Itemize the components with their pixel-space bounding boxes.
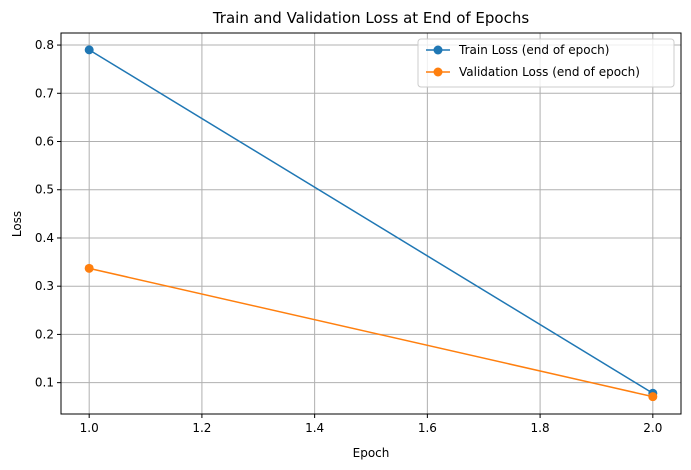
x-tick-label: 1.6 xyxy=(418,421,437,435)
y-axis-label: Loss xyxy=(10,211,24,237)
x-tick-label: 1.2 xyxy=(192,421,211,435)
y-tick-label: 0.3 xyxy=(35,279,54,293)
y-tick-label: 0.4 xyxy=(35,231,54,245)
plot-frame xyxy=(60,32,682,415)
series-1-point xyxy=(84,263,94,273)
legend-box xyxy=(417,38,675,88)
chart-title: Train and Validation Loss at End of Epoc… xyxy=(212,9,530,27)
x-tick-label: 2.0 xyxy=(643,421,662,435)
series-layer xyxy=(84,45,658,402)
legend-label-1: Validation Loss (end of epoch) xyxy=(459,65,640,79)
x-tick-label: 1.4 xyxy=(305,421,324,435)
legend: Train Loss (end of epoch) Validation Loss… xyxy=(417,38,675,88)
y-tick-label: 0.8 xyxy=(35,38,54,52)
series-0-point xyxy=(84,45,94,55)
series-line-0 xyxy=(88,49,654,394)
y-tick-label: 0.7 xyxy=(35,86,54,100)
legend-label-0: Train Loss (end of epoch) xyxy=(458,43,609,57)
series-line-1 xyxy=(89,267,653,398)
legend-marker-0 xyxy=(433,45,443,55)
y-tick-label: 0.5 xyxy=(35,183,54,197)
series-1-point xyxy=(648,392,658,402)
x-axis-label: Epoch xyxy=(353,446,390,460)
x-tick-label: 1.0 xyxy=(80,421,99,435)
ticks: 1.0 1.2 1.4 1.6 1.8 2.0 0.1 0.2 0.3 0.4 0.5 0.6 0.7 0… xyxy=(35,38,662,435)
legend-marker-1 xyxy=(433,67,443,77)
x-tick-label: 1.8 xyxy=(531,421,550,435)
y-tick-label: 0.2 xyxy=(35,327,54,341)
y-tick-label: 0.6 xyxy=(35,135,54,149)
y-tick-label: 0.1 xyxy=(35,376,54,390)
